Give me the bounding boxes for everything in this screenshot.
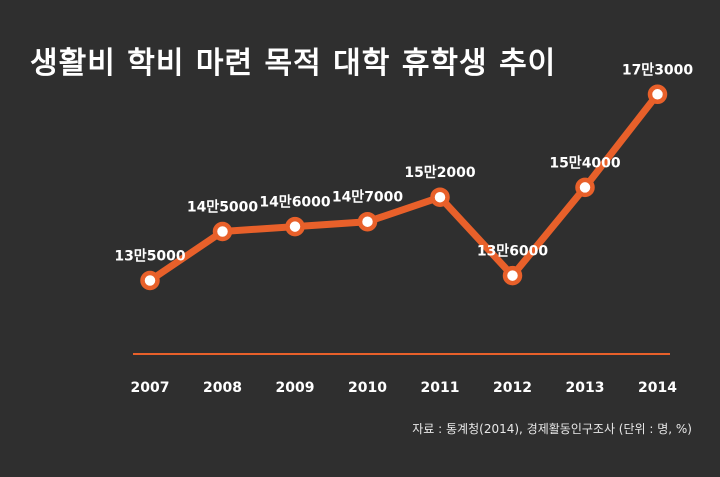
data-point [357,211,378,232]
source-note: 자료 : 통계청(2014), 경제활동인구조사 (단위 : 명, %) [412,422,692,436]
data-label: 13만6000 [477,244,549,260]
data-label: 15만2000 [404,165,476,181]
data-label: 14만6000 [259,195,331,211]
data-point [285,216,305,237]
data-point [430,187,450,207]
x-tick-label: 2008 [203,380,242,396]
data-point [140,270,160,291]
x-tick-label: 2009 [276,380,315,396]
x-tick-label: 2012 [493,380,532,396]
data-point [575,177,595,198]
data-label: 17만3000 [622,62,694,78]
series-line [146,90,661,284]
data-point [502,265,523,286]
data-label: 14만7000 [332,190,404,206]
chart-title: 생활비 학비 마련 목적 대학 휴학생 추이 [30,46,557,81]
data-point [212,221,233,242]
data-label: 13만5000 [114,249,186,265]
x-tick-label: 2011 [421,380,460,396]
x-tick-label: 2013 [566,380,605,396]
data-label: 15만4000 [549,155,621,171]
x-tick-label: 2014 [638,380,677,396]
data-point [647,84,668,105]
x-tick-label: 2010 [348,380,387,396]
data-label: 14만5000 [187,200,259,216]
x-tick-label: 2007 [131,380,170,396]
